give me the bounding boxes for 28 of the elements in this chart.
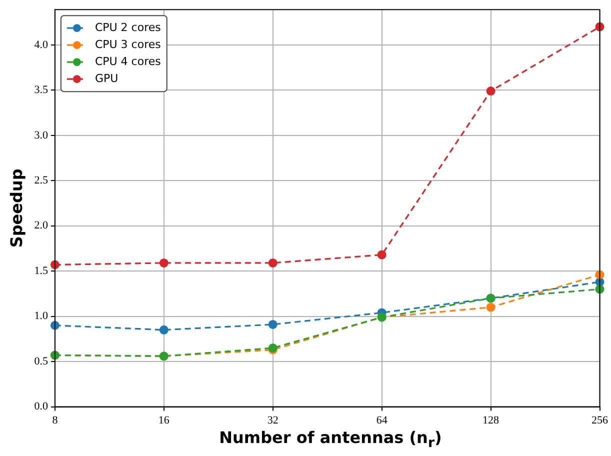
point <box>159 258 168 268</box>
y-tick-label: 1.0 <box>34 310 48 322</box>
point <box>268 258 278 268</box>
x-tick-label: 64 <box>376 414 388 426</box>
legend-label: CPU 2 cores <box>94 20 162 34</box>
y-tick-label: 0.5 <box>34 355 48 368</box>
y-tick-label: 1.5 <box>34 264 48 277</box>
y-tick-label: 3.0 <box>34 129 48 142</box>
y-axis-title: Speedup <box>6 168 26 248</box>
x-axis-title: Number of antennas (n$_{r}$) <box>218 428 443 452</box>
point <box>486 86 496 96</box>
y-tick-label: 0.0 <box>34 400 48 413</box>
legend-label: CPU 3 cores <box>94 38 162 51</box>
legend-label: CPU 4 cores <box>94 54 162 68</box>
x-tick-label: 256 <box>592 414 608 426</box>
legend-label: GPU <box>94 72 118 85</box>
y-tick-label: 3.5 <box>34 84 48 96</box>
x-tick-label: 8 <box>52 414 58 426</box>
y-tick-label: 4.0 <box>34 38 48 51</box>
x-tick-label: 32 <box>267 414 278 426</box>
point <box>159 325 168 334</box>
x-tick-label: 128 <box>482 414 500 426</box>
point <box>377 250 386 260</box>
y-tick-label: 2.0 <box>34 220 48 232</box>
y-tick-label: 2.5 <box>34 174 48 186</box>
x-tick-label: 16 <box>158 414 170 426</box>
point <box>268 320 278 329</box>
point <box>486 302 496 312</box>
